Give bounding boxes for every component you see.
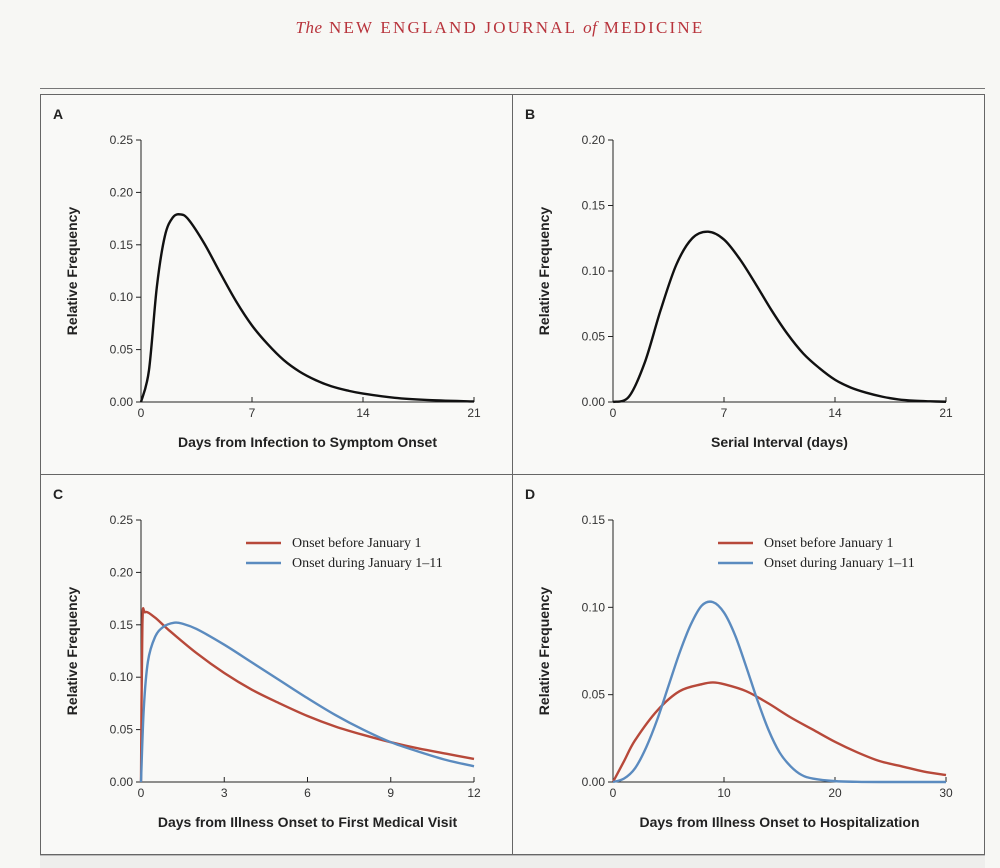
journal-title-part2: MEDICINE [603,18,705,37]
x-tick-label-d: 30 [939,786,953,800]
panel-letter-b: B [525,106,535,122]
x-tick-label-b: 0 [610,406,617,420]
x-axis-label-b: Serial Interval (days) [711,434,848,450]
top-rule [40,88,985,89]
x-tick-label-a: 14 [356,406,370,420]
series-line-d-1 [611,681,947,783]
panel-d: D 0.00 0.05 0.10 0.15 0 10 20 30 Days from Illnes… [512,474,985,855]
series-line-c-1 [139,607,475,783]
journal-the: The [295,18,323,37]
panel-c: C 0.00 0.05 0.10 0.15 0.20 0.25 0 3 6 9 12 Days from… [40,474,513,855]
y-tick-label-a: 0.25 [110,133,134,147]
x-tick-label-a: 0 [138,406,145,420]
y-tick-label-a: 0.15 [110,238,134,252]
x-tick-label-a: 7 [249,406,256,420]
x-tick-label-c: 12 [467,786,481,800]
y-axis-label-d: Relative Frequency [536,587,552,716]
y-tick-label-c: 0.20 [110,565,134,579]
x-tick-label-d: 10 [717,786,731,800]
chart-a: A 0.00 0.05 0.10 0.15 0.20 0.25 0 7 14 21 Days from… [53,106,481,450]
y-tick-label-d: 0.15 [582,513,606,527]
series-line-d-2 [612,600,947,784]
chart-d: D 0.00 0.05 0.10 0.15 0 10 20 30 Days from Illnes… [525,486,953,830]
chart-c: C 0.00 0.05 0.10 0.15 0.20 0.25 0 3 6 9 12 Days from… [53,486,481,830]
footer-band [40,855,985,868]
panel-letter-d: D [525,486,535,502]
x-tick-label-d: 20 [828,786,842,800]
journal-masthead: The NEW ENGLAND JOURNAL of MEDICINE [0,18,1000,38]
y-tick-label-a: 0.05 [110,343,134,357]
journal-title-part1: NEW ENGLAND JOURNAL [328,18,577,37]
panel-b: B 0.00 0.05 0.10 0.15 0.20 0 7 14 21 Serial Interv… [512,94,985,475]
legend-label-c-1: Onset before January 1 [292,536,421,551]
y-axis-label-b: Relative Frequency [536,207,552,336]
x-tick-label-b: 21 [939,406,953,420]
x-tick-label-c: 3 [221,786,228,800]
x-tick-label-b: 7 [721,406,728,420]
series-line-b-1 [612,230,947,404]
chart-b: B 0.00 0.05 0.10 0.15 0.20 0 7 14 21 Serial Interv… [525,106,953,450]
journal-of: of [583,18,598,37]
y-tick-label-c: 0.10 [110,670,134,684]
x-axis-label-c: Days from Illness Onset to First Medical… [158,814,458,830]
x-tick-label-a: 21 [467,406,481,420]
y-tick-label-c: 0.15 [110,618,134,632]
legend-label-c-2: Onset during January 1–11 [292,556,443,571]
y-axis-label-a: Relative Frequency [64,207,80,336]
y-tick-label-b: 0.05 [582,330,606,344]
y-tick-label-d: 0.05 [582,688,606,702]
x-tick-label-b: 14 [828,406,842,420]
x-axis-label-a: Days from Infection to Symptom Onset [178,434,437,450]
x-axis-label-d: Days from Illness Onset to Hospitalizati… [639,814,919,830]
series-line-c-2 [139,621,475,783]
legend-label-d-1: Onset before January 1 [764,536,893,551]
panel-a: A 0.00 0.05 0.10 0.15 0.20 0.25 0 7 14 21 Days from… [40,94,513,475]
x-tick-label-c: 6 [304,786,311,800]
y-tick-label-b: 0.00 [582,395,606,409]
panel-letter-c: C [53,486,63,502]
y-tick-label-d: 0.00 [582,775,606,789]
panel-letter-a: A [53,106,63,122]
y-tick-label-d: 0.10 [582,600,606,614]
y-axis-label-c: Relative Frequency [64,587,80,716]
legend-label-d-2: Onset during January 1–11 [764,556,915,571]
x-tick-label-d: 0 [610,786,617,800]
y-tick-label-b: 0.15 [582,199,606,213]
y-tick-label-a: 0.20 [110,185,134,199]
x-tick-label-c: 9 [387,786,394,800]
y-tick-label-c: 0.00 [110,775,134,789]
y-tick-label-c: 0.25 [110,513,134,527]
x-tick-label-c: 0 [138,786,145,800]
y-tick-label-b: 0.10 [582,264,606,278]
y-tick-label-c: 0.05 [110,723,134,737]
series-line-a-1 [139,213,475,403]
y-tick-label-b: 0.20 [582,133,606,147]
y-tick-label-a: 0.10 [110,290,134,304]
y-tick-label-a: 0.00 [110,395,134,409]
